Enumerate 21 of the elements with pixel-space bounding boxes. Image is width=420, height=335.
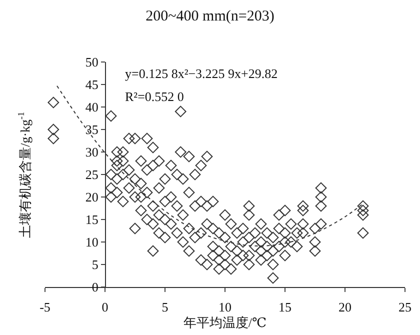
y-tick-label: 50	[85, 54, 98, 70]
chart-title: 200~400 mm(n=203)	[146, 8, 274, 25]
y-tick-label: 30	[85, 144, 98, 160]
y-tick-label: 35	[85, 122, 98, 138]
y-tick-label: 10	[85, 234, 98, 250]
x-tick-label: 25	[398, 300, 412, 315]
y-tick-label: 40	[85, 100, 98, 115]
x-tick-label: 5	[162, 300, 168, 315]
x-tick-label: 0	[102, 300, 108, 315]
y-tick-label: 5	[92, 257, 98, 272]
y-tick-label: 20	[85, 190, 98, 205]
annotation: y=0.125 8x²−3.225 9x+29.82	[125, 66, 278, 81]
x-tick-label: -5	[40, 300, 50, 315]
y-tick-label: 25	[85, 167, 98, 182]
annotation: R²=0.552 0	[125, 89, 184, 104]
x-tick-label: 10	[218, 300, 232, 315]
y-tick-label: 45	[85, 77, 98, 92]
x-tick-label: 15	[278, 300, 292, 315]
y-tick-label: 15	[85, 212, 98, 228]
x-tick-label: 20	[338, 300, 352, 315]
x-axis-title: 年平均温度/℃	[183, 315, 267, 330]
